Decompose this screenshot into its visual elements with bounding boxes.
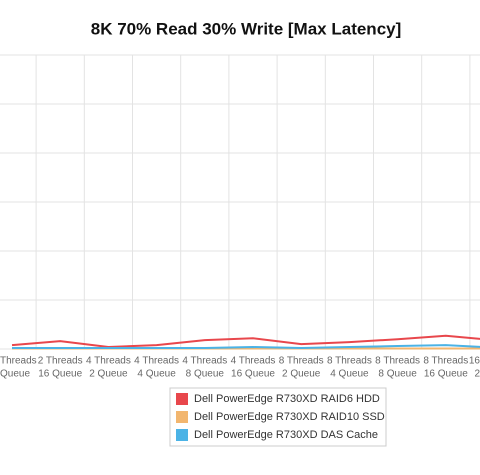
x-tick-label: 4 Threads	[231, 356, 276, 367]
x-tick-label: 4 Threads	[134, 356, 179, 367]
x-tick-label: 2	[474, 369, 480, 380]
x-tick-label: 8 Threads	[375, 356, 420, 367]
legend-box	[169, 387, 387, 447]
x-tick-label: 4 Queue	[137, 369, 176, 380]
x-tick-label: 8 Threads	[327, 356, 372, 367]
legend-label: Dell PowerEdge R730XD DAS Cache	[194, 429, 378, 441]
x-tick-label: 8 Threads	[279, 356, 324, 367]
series-line	[12, 344, 480, 350]
x-tick-label: 2 Threads	[38, 356, 83, 367]
legend-label: Dell PowerEdge R730XD RAID10 SSD	[194, 411, 385, 423]
x-tick-label: 8 Queue	[186, 369, 225, 380]
x-tick-label: 16	[469, 356, 480, 367]
x-tick-label: 4 Queue	[330, 369, 369, 380]
x-tick-label: Threads	[0, 356, 37, 367]
x-tick-label: 8 Queue	[378, 369, 417, 380]
x-tick-label: Queue	[0, 369, 30, 380]
series-line	[11, 334, 480, 349]
x-tick-label: 4 Threads	[182, 356, 227, 367]
chart-title: 8K 70% Read 30% Write [Max Latency]	[91, 19, 402, 38]
x-tick-label: 2 Queue	[89, 369, 128, 380]
x-tick-label: 2 Queue	[282, 369, 321, 380]
x-tick-label: 16 Queue	[38, 369, 82, 380]
legend-swatch	[176, 393, 188, 405]
x-tick-label: 16 Queue	[231, 369, 275, 380]
x-tick-label: 16 Queue	[424, 369, 468, 380]
legend-label: Dell PowerEdge R730XD RAID6 HDD	[194, 393, 380, 405]
legend-swatch	[176, 411, 188, 423]
x-tick-label: 4 Threads	[86, 356, 131, 367]
x-tick-label: 8 Threads	[423, 356, 468, 367]
legend-swatch	[176, 429, 188, 441]
